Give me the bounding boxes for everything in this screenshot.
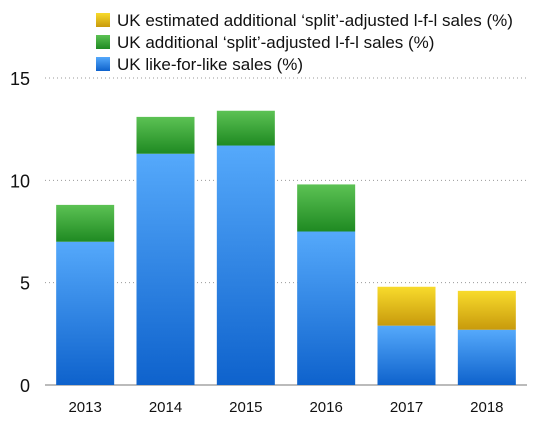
legend-label: UK like-for-like sales (%) [117, 55, 303, 74]
x-tick-label: 2014 [149, 399, 182, 416]
bar-2015-series-1 [216, 110, 275, 146]
y-tick-labels: 0 5 10 15 [10, 69, 30, 396]
bars [56, 110, 516, 385]
y-tick-label: 5 [20, 274, 30, 294]
x-tick-label: 2017 [390, 399, 423, 416]
y-tick-label: 0 [20, 376, 30, 396]
legend: UK estimated additional ‘split’-adjusted… [96, 11, 513, 74]
x-tick-label: 2016 [309, 399, 342, 416]
bar-2016-series-0 [297, 231, 356, 385]
bar-2017-series-0 [377, 325, 436, 385]
y-tick-label: 10 [10, 171, 30, 191]
legend-swatch [96, 35, 110, 49]
x-tick-label: 2013 [68, 399, 101, 416]
bar-2013-series-1 [56, 204, 115, 242]
bar-2014-series-1 [136, 116, 195, 154]
bar-2015-series-0 [216, 145, 275, 385]
y-tick-label: 15 [10, 69, 30, 89]
bar-2013-series-0 [56, 241, 115, 385]
legend-swatch [96, 13, 110, 27]
legend-label: UK additional ‘split’-adjusted l-f-l sal… [117, 33, 434, 52]
bar-2017-series-2 [377, 286, 436, 326]
bar-2014-series-0 [136, 153, 195, 385]
bar-2016-series-1 [297, 184, 356, 232]
bar-2018-series-0 [457, 329, 516, 385]
legend-label: UK estimated additional ‘split’-adjusted… [117, 11, 513, 30]
bar-2018-series-2 [457, 290, 516, 330]
legend-swatch [96, 57, 110, 71]
x-tick-labels: 2013 2014 2015 2016 2017 2018 [68, 399, 503, 416]
grid-lines [45, 77, 527, 284]
x-tick-label: 2018 [470, 399, 503, 416]
x-tick-label: 2015 [229, 399, 262, 416]
